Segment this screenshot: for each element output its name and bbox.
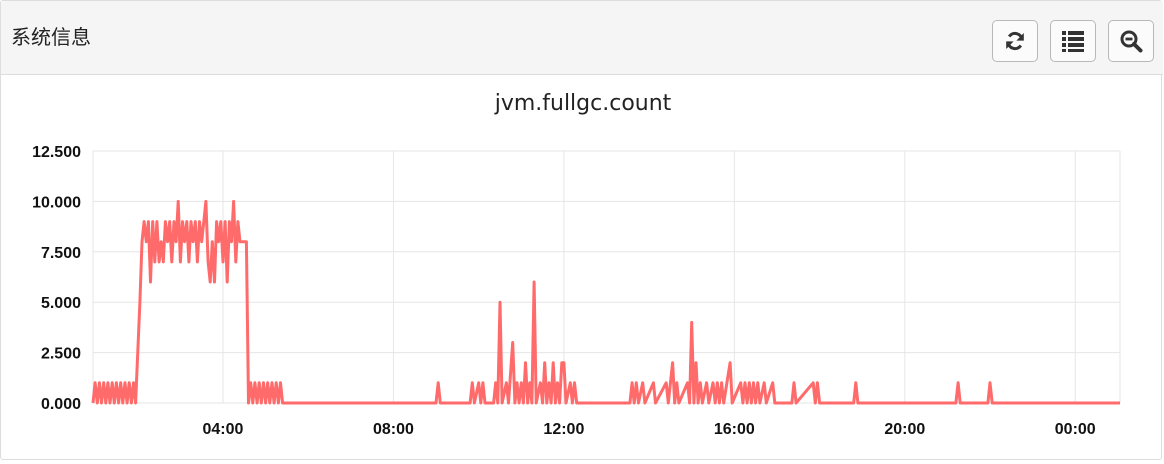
fullgc-count-chart: jvm.fullgc.count 0.000 2.500 5.000 7.500 10.… <box>32 91 1121 438</box>
x-tick-label: 00:00 <box>1055 421 1096 438</box>
y-tick-label: 10.000 <box>32 194 81 211</box>
x-tick-label: 20:00 <box>884 421 925 438</box>
panel-title: 系统信息 <box>11 25 91 49</box>
x-tick-label: 12:00 <box>543 421 584 438</box>
y-tick-label: 7.500 <box>41 245 81 262</box>
chart-grid <box>92 150 1121 404</box>
y-tick-label: 2.500 <box>41 346 81 363</box>
refresh-button[interactable] <box>992 20 1038 62</box>
x-tick-label: 16:00 <box>714 421 755 438</box>
x-tick-label: 04:00 <box>203 421 244 438</box>
y-tick-label: 12.500 <box>32 144 81 161</box>
refresh-icon <box>1003 29 1027 53</box>
chart-series <box>91 199 1120 405</box>
list-icon <box>1061 30 1085 52</box>
zoom-button[interactable] <box>1108 20 1154 62</box>
zoom-search-icon <box>1119 29 1143 53</box>
chart-axes: 0.000 2.500 5.000 7.500 10.000 12.500 04:00 08:… <box>32 144 1096 438</box>
chart-title: jvm.fullgc.count <box>494 91 672 116</box>
y-tick-label: 0.000 <box>41 396 81 413</box>
list-button[interactable] <box>1050 20 1096 62</box>
y-tick-label: 5.000 <box>41 295 81 312</box>
series-line-0 <box>91 199 1120 405</box>
x-tick-label: 08:00 <box>373 421 414 438</box>
panel-header: 系统信息 <box>1 1 1163 75</box>
